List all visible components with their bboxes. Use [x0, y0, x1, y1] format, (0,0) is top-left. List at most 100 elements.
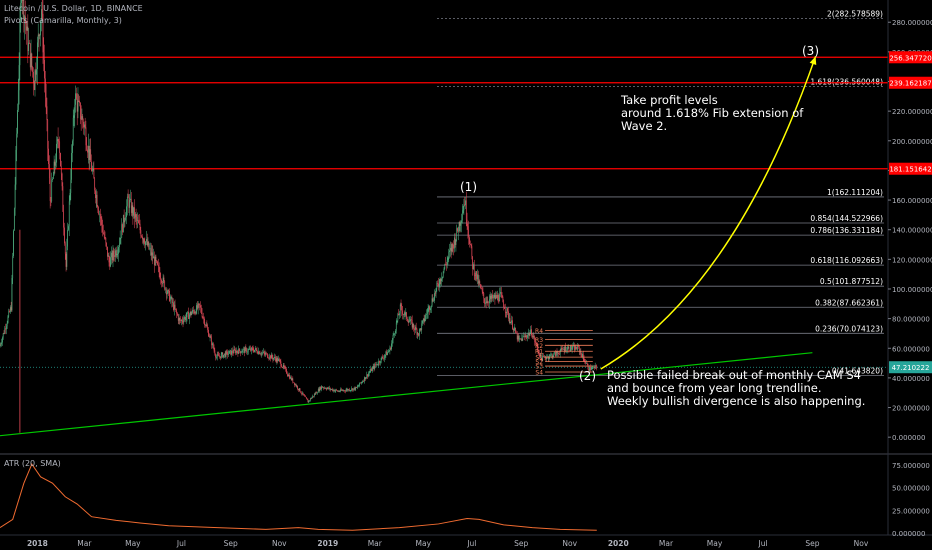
- candle-body: [286, 373, 288, 375]
- breakout-note[interactable]: Possible failed break out of monthly CAM…: [607, 368, 866, 408]
- take-profit-note[interactable]: Take profit levels around 1.618% Fib ext…: [621, 93, 804, 133]
- candle-body: [383, 358, 384, 359]
- axis-label-2: 181.151642: [889, 166, 931, 174]
- candle-body: [235, 350, 237, 354]
- pivot-label-r4: R4: [535, 328, 543, 335]
- pivot-label-r1: R1: [535, 349, 543, 356]
- candle-body: [520, 338, 522, 340]
- atr-tick-label: 25.000000: [892, 507, 930, 515]
- candle-body: [247, 351, 248, 353]
- fib-retracement[interactable]: 2(282.578589) 1.618(236.560048) 1(162.1112…: [437, 9, 884, 376]
- candle-body: [58, 141, 60, 142]
- candle-body: [216, 354, 218, 358]
- candle-body: [96, 194, 98, 207]
- candle-body: [131, 205, 133, 213]
- candle-body: [319, 387, 321, 391]
- candle-body: [238, 348, 240, 354]
- candle-body: [151, 252, 153, 256]
- candle-body: [115, 250, 116, 257]
- candle-body: [305, 397, 307, 399]
- candle-body: [125, 217, 127, 221]
- candle-body: [531, 335, 533, 338]
- candle-body: [206, 324, 208, 328]
- candle-body: [528, 333, 530, 336]
- candle-body: [578, 346, 580, 352]
- candle-body: [401, 306, 403, 311]
- candle-body: [218, 355, 220, 357]
- candle-body: [362, 381, 364, 383]
- candle-body: [18, 65, 20, 91]
- candle-body: [103, 232, 104, 234]
- candle-body: [90, 149, 92, 162]
- pivots-legend[interactable]: Pivots (Camarilla, Monthly, 3): [4, 16, 122, 25]
- candle-body: [210, 336, 212, 338]
- candle-body: [343, 390, 345, 391]
- candle-body: [248, 349, 250, 350]
- candle-body: [376, 364, 378, 365]
- candle-body: [294, 384, 296, 385]
- candle-body: [154, 256, 155, 266]
- axis-label-3: 47.210222: [892, 364, 930, 372]
- candle-body: [140, 230, 142, 237]
- time-tick-label: Mar: [368, 539, 383, 548]
- atr-legend[interactable]: ATR (20, SMA): [4, 459, 61, 468]
- candle-body: [74, 104, 76, 116]
- candle-body: [314, 394, 316, 395]
- candle-body: [165, 288, 166, 290]
- candle-body: [132, 205, 134, 216]
- candle-body: [264, 353, 266, 355]
- candle-body: [586, 363, 587, 364]
- wave-2-label[interactable]: (2): [579, 369, 596, 383]
- candle-body: [164, 281, 166, 290]
- candle-body: [453, 237, 455, 249]
- candle-body: [507, 308, 509, 312]
- candle-body: [426, 313, 427, 315]
- candle-body: [533, 336, 535, 337]
- pivot-label-r2: R2: [535, 343, 543, 350]
- candle-body: [149, 248, 150, 250]
- candle-body: [157, 264, 159, 267]
- candle-body: [251, 347, 252, 351]
- candle-body: [4, 328, 6, 334]
- fib-level-label-5: 0.618(116.092663): [810, 256, 883, 265]
- candle-body: [348, 389, 350, 391]
- candle-body: [185, 317, 187, 321]
- candle-body: [212, 343, 213, 346]
- candle-body: [24, 16, 26, 22]
- candle-body: [244, 347, 246, 353]
- trendline[interactable]: [0, 352, 813, 437]
- candle-body: [240, 352, 242, 354]
- candle-body: [219, 356, 220, 357]
- candle-body: [575, 346, 577, 349]
- candle-body: [280, 361, 282, 367]
- candle-body: [496, 295, 497, 299]
- candle-body: [146, 239, 147, 242]
- candle-body: [409, 321, 411, 322]
- candle-body: [345, 390, 347, 392]
- candle-body: [436, 283, 438, 289]
- candle-body: [380, 357, 382, 363]
- candle-body: [365, 377, 367, 380]
- candle-body: [537, 347, 539, 352]
- candle-body: [574, 345, 575, 351]
- candle-body: [260, 353, 262, 355]
- candle-body: [181, 319, 183, 322]
- candle-body: [83, 121, 84, 128]
- candle-body: [317, 392, 318, 394]
- wave3-projection-arrow[interactable]: [600, 56, 817, 370]
- time-axis[interactable]: 2018 Mar May Jul Sep Nov 2019 Mar May Jul Sep Nov 20…: [27, 539, 869, 548]
- candle-body: [9, 311, 10, 312]
- candle-body: [384, 355, 386, 357]
- candle-body: [434, 293, 435, 301]
- candle-body: [195, 312, 197, 314]
- symbol-legend[interactable]: Litecoin / U.S. Dollar, 1D, BINANCE: [4, 4, 143, 13]
- candle-body: [143, 238, 145, 243]
- candle-body: [200, 305, 201, 308]
- candle-body: [473, 264, 475, 276]
- wave-1-label[interactable]: (1): [460, 180, 477, 194]
- wave-3-label[interactable]: (3): [802, 44, 819, 58]
- candle-body: [138, 220, 139, 224]
- candle-body: [535, 342, 537, 344]
- atr-axis[interactable]: 0.000000 25.000000 50.000000 75.000000: [892, 462, 930, 538]
